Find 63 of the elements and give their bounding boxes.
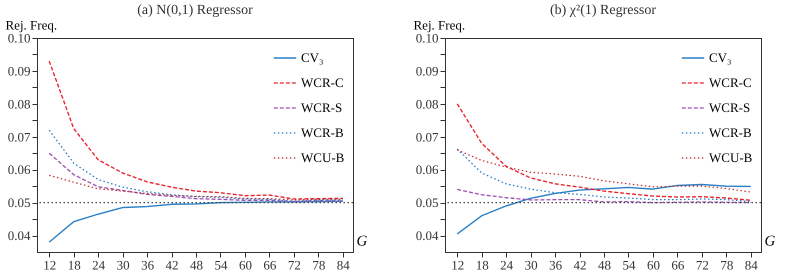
x-tick-label: 30: [116, 258, 130, 272]
legend-label: CV₃: [301, 50, 324, 65]
x-tick-label: 18: [68, 258, 81, 272]
y-tick-label: 0.09: [8, 63, 30, 78]
y-tick-label: 0.04: [416, 228, 439, 244]
y-tick-label: 0.08: [416, 96, 438, 112]
x-tick-label: 66: [671, 258, 685, 272]
x-tick-label: 66: [263, 258, 277, 272]
x-tick-label: 42: [574, 258, 587, 272]
y-axis-title: Rej. Freq.: [6, 18, 58, 32]
y-axis-title: Rej. Freq.: [414, 18, 466, 32]
legend-label: WCR-S: [709, 100, 750, 115]
x-tick-label: 78: [312, 258, 326, 272]
x-tick-label: 60: [646, 258, 660, 272]
x-tick-label: 24: [500, 258, 514, 272]
x-tick-label: 12: [43, 258, 56, 272]
y-tick-label: 0.04: [8, 228, 31, 244]
x-tick-label: 54: [622, 258, 636, 272]
x-axis-title: G: [356, 234, 368, 250]
legend-label: WCU-B: [301, 150, 345, 165]
line-series: [456, 188, 752, 204]
y-tick-label: 0.05: [8, 195, 30, 210]
x-tick-label: 54: [214, 258, 228, 272]
x-tick-label: 72: [288, 258, 301, 272]
x-tick-label: 18: [476, 258, 489, 272]
y-tick-label: 0.06: [416, 162, 439, 178]
y-tick-label: 0.09: [416, 63, 438, 78]
x-tick-label: 24: [92, 258, 106, 272]
legend-label: WCU-B: [709, 150, 753, 165]
line-series: [48, 130, 344, 202]
legend-label: WCR-S: [301, 100, 342, 115]
legend-label: WCR-B: [709, 125, 752, 140]
x-tick-label: 84: [744, 258, 758, 272]
y-tick-label: 0.07: [8, 129, 31, 144]
chart-title: (b) χ²(1) Regressor: [550, 3, 656, 18]
legend-label: WCR-B: [301, 125, 344, 140]
x-axis-title: G: [764, 234, 776, 250]
x-tick-label: 36: [549, 258, 563, 272]
x-tick-label: 60: [238, 258, 252, 272]
legend-label: WCR-C: [709, 75, 752, 90]
legend-label: CV₃: [709, 50, 732, 65]
x-tick-label: 78: [720, 258, 734, 272]
x-tick-label: 42: [166, 258, 179, 272]
line-series: [456, 103, 752, 201]
line-series: [456, 184, 752, 235]
x-tick-label: 72: [696, 258, 709, 272]
line-series: [456, 149, 752, 193]
y-tick-label: 0.07: [416, 129, 439, 144]
legend-label: WCR-C: [301, 75, 344, 90]
line-series: [48, 200, 344, 243]
y-tick-label: 0.08: [8, 96, 30, 112]
x-tick-label: 36: [141, 258, 155, 272]
chart-title: (a) N(0,1) Regressor: [137, 3, 254, 18]
line-series: [456, 148, 752, 202]
line-series: [48, 152, 344, 202]
x-tick-label: 12: [451, 258, 464, 272]
line-series: [48, 174, 344, 201]
y-tick-label: 0.05: [416, 195, 438, 210]
y-tick-label: 0.06: [8, 162, 31, 178]
x-tick-label: 48: [598, 258, 612, 272]
x-tick-label: 30: [524, 258, 538, 272]
x-tick-label: 48: [190, 258, 204, 272]
x-tick-label: 84: [336, 258, 350, 272]
